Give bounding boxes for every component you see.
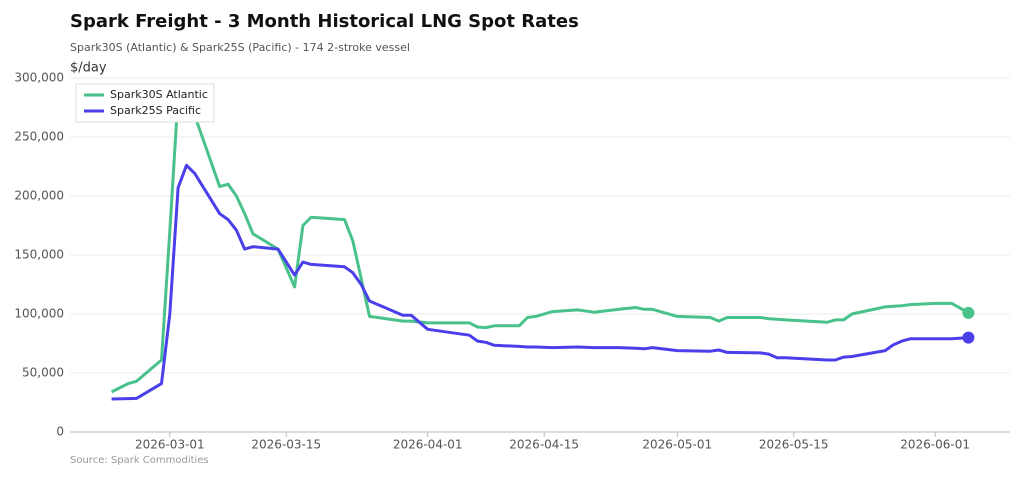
chart-title: Spark Freight - 3 Month Historical LNG S… — [70, 11, 579, 32]
chart-subtitle: Spark30S (Atlantic) & Spark25S (Pacific)… — [70, 41, 410, 54]
end-marker — [962, 306, 975, 319]
x-tick-label: 2026-03-15 — [251, 438, 321, 452]
legend: Spark30S Atlantic Spark25S Pacific — [75, 83, 215, 123]
series-line — [111, 163, 969, 401]
series-line — [110, 94, 970, 394]
y-tick-label: 150,000 — [14, 248, 64, 262]
x-tick-label: 2026-04-15 — [509, 438, 579, 452]
x-tick-label: 2026-04-01 — [393, 438, 463, 452]
y-tick-label: 50,000 — [22, 366, 64, 380]
legend-label: Spark25S Pacific — [110, 104, 201, 117]
y-axis-label: $/day — [70, 61, 107, 76]
x-tick-label: 2026-03-01 — [135, 438, 205, 452]
x-tick-label: 2026-05-15 — [759, 438, 829, 452]
x-tick-label: 2026-05-01 — [642, 438, 712, 452]
legend-box — [75, 83, 215, 123]
y-tick-label: 250,000 — [14, 130, 64, 144]
x-tick-label: 2026-06-01 — [900, 438, 970, 452]
y-tick-label: 0 — [56, 425, 64, 439]
source-note: Source: Spark Commodities — [70, 455, 209, 466]
legend-label: Spark30S Atlantic — [110, 88, 208, 101]
y-tick-label: 300,000 — [14, 71, 64, 85]
y-tick-label: 200,000 — [14, 189, 64, 203]
y-tick-label: 100,000 — [14, 307, 64, 321]
end-marker — [962, 331, 975, 344]
